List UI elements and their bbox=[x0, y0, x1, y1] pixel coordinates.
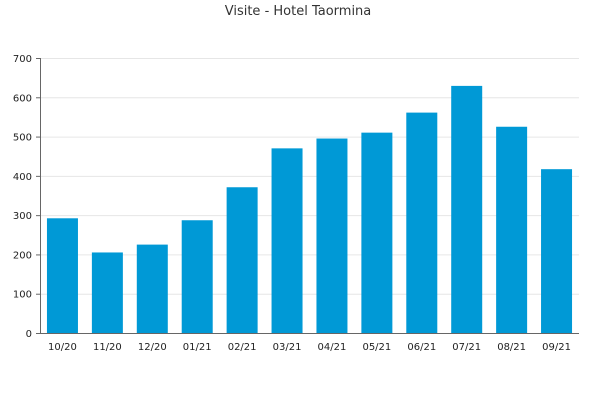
bar bbox=[496, 126, 528, 333]
y-tick-label: 100 bbox=[13, 290, 32, 301]
bar bbox=[91, 252, 123, 333]
bar bbox=[226, 187, 258, 333]
axes bbox=[40, 58, 579, 334]
y-tick-label: 300 bbox=[13, 211, 32, 222]
y-tick-label: 500 bbox=[13, 133, 32, 144]
x-tick-labels: 10/20 11/20 12/20 01/21 02/21 03/21 04/21 05/21… bbox=[48, 342, 571, 353]
y-tick-label: 400 bbox=[13, 172, 32, 183]
bar bbox=[361, 132, 393, 333]
bar bbox=[136, 244, 168, 333]
chart-title: Visite - Hotel Taormina bbox=[225, 4, 372, 19]
bar bbox=[46, 218, 78, 333]
bars bbox=[46, 85, 573, 334]
x-tick-label: 10/20 bbox=[48, 342, 77, 353]
bar bbox=[451, 85, 483, 334]
bar bbox=[316, 138, 348, 333]
y-tick-label: 600 bbox=[13, 93, 32, 104]
y-tick-label: 700 bbox=[13, 54, 32, 65]
y-tick-label: 0 bbox=[26, 329, 32, 340]
y-tick-labels: 0 100 200 300 400 500 600 700 bbox=[13, 54, 40, 340]
x-tick-label: 01/21 bbox=[183, 342, 212, 353]
x-tick-label: 06/21 bbox=[407, 342, 436, 353]
gridlines bbox=[40, 58, 579, 295]
bar bbox=[181, 220, 213, 333]
x-tick-label: 12/20 bbox=[138, 342, 167, 353]
x-tick-label: 05/21 bbox=[362, 342, 391, 353]
x-tick-label: 04/21 bbox=[318, 342, 347, 353]
bar bbox=[271, 148, 303, 333]
bar bbox=[541, 169, 573, 333]
x-tick-label: 08/21 bbox=[497, 342, 526, 353]
x-tick-label: 07/21 bbox=[452, 342, 481, 353]
x-tick-label: 03/21 bbox=[273, 342, 302, 353]
bar bbox=[406, 112, 438, 333]
x-tick-label: 09/21 bbox=[542, 342, 571, 353]
y-tick-label: 200 bbox=[13, 250, 32, 261]
x-tick-label: 02/21 bbox=[228, 342, 257, 353]
x-tick-label: 11/20 bbox=[93, 342, 122, 353]
